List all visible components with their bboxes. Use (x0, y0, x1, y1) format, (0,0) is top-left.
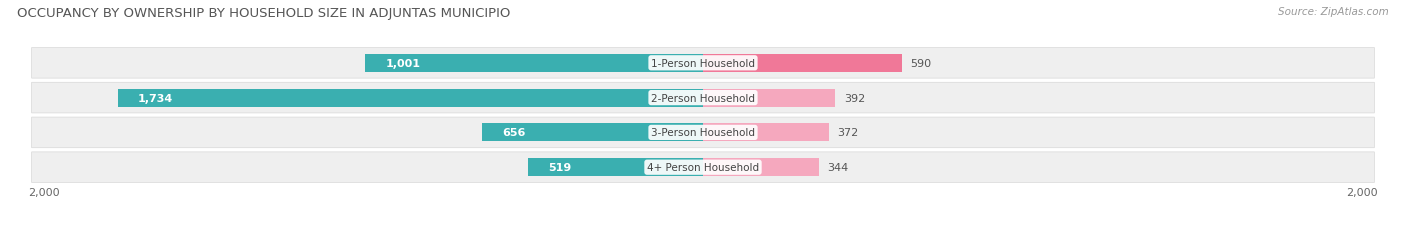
Bar (527, 158, 703, 176)
Bar (703, 89, 835, 107)
Bar (482, 124, 703, 142)
Text: 392: 392 (844, 93, 865, 103)
Text: 656: 656 (502, 128, 526, 138)
Text: 4+ Person Household: 4+ Person Household (647, 162, 759, 173)
Bar (366, 55, 703, 73)
Text: 1,734: 1,734 (138, 93, 173, 103)
FancyBboxPatch shape (31, 152, 1375, 183)
FancyBboxPatch shape (31, 83, 1375, 113)
Text: 2-Person Household: 2-Person Household (651, 93, 755, 103)
Bar (118, 89, 703, 107)
Text: 519: 519 (548, 162, 571, 173)
Text: 1,001: 1,001 (385, 58, 420, 69)
Text: 2,000: 2,000 (28, 188, 59, 198)
Text: 590: 590 (911, 58, 932, 69)
Text: OCCUPANCY BY OWNERSHIP BY HOUSEHOLD SIZE IN ADJUNTAS MUNICIPIO: OCCUPANCY BY OWNERSHIP BY HOUSEHOLD SIZE… (17, 7, 510, 20)
Bar (703, 158, 820, 176)
Text: 1-Person Household: 1-Person Household (651, 58, 755, 69)
Bar (703, 55, 903, 73)
Text: 3-Person Household: 3-Person Household (651, 128, 755, 138)
Bar (703, 124, 828, 142)
Text: 2,000: 2,000 (1347, 188, 1378, 198)
FancyBboxPatch shape (31, 118, 1375, 148)
Text: 344: 344 (828, 162, 849, 173)
FancyBboxPatch shape (31, 48, 1375, 79)
Text: 372: 372 (837, 128, 858, 138)
Text: Source: ZipAtlas.com: Source: ZipAtlas.com (1278, 7, 1389, 17)
